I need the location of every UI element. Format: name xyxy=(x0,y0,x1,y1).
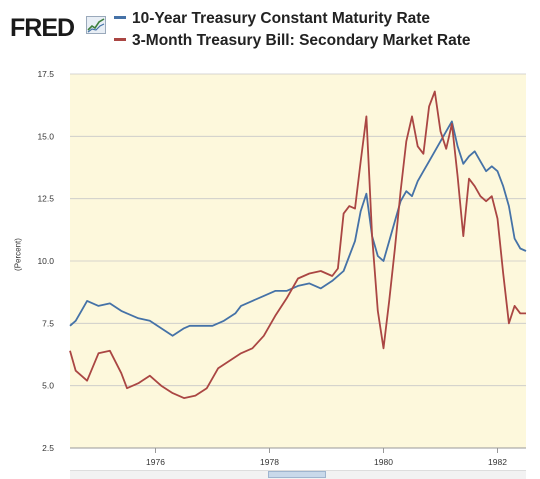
y-tick-label: 12.5 xyxy=(37,194,54,204)
y-axis: 2.5 5.0 7.5 10.0 12.5 15.0 17.5 xyxy=(37,69,54,453)
x-tick-label: 1976 xyxy=(146,457,165,467)
y-tick-label: 5.0 xyxy=(42,381,54,391)
scrollbar-thumb[interactable] xyxy=(268,471,326,478)
y-tick-label: 17.5 xyxy=(37,69,54,79)
y-tick-label: 7.5 xyxy=(42,318,54,328)
x-tick-label: 1978 xyxy=(260,457,279,467)
x-tick-label: 1982 xyxy=(488,457,507,467)
x-axis: 1976 1978 1980 1982 xyxy=(70,448,526,467)
y-tick-label: 2.5 xyxy=(42,443,54,453)
x-tick-label: 1980 xyxy=(374,457,393,467)
y-tick-label: 10.0 xyxy=(37,256,54,266)
y-tick-label: 15.0 xyxy=(37,131,54,141)
